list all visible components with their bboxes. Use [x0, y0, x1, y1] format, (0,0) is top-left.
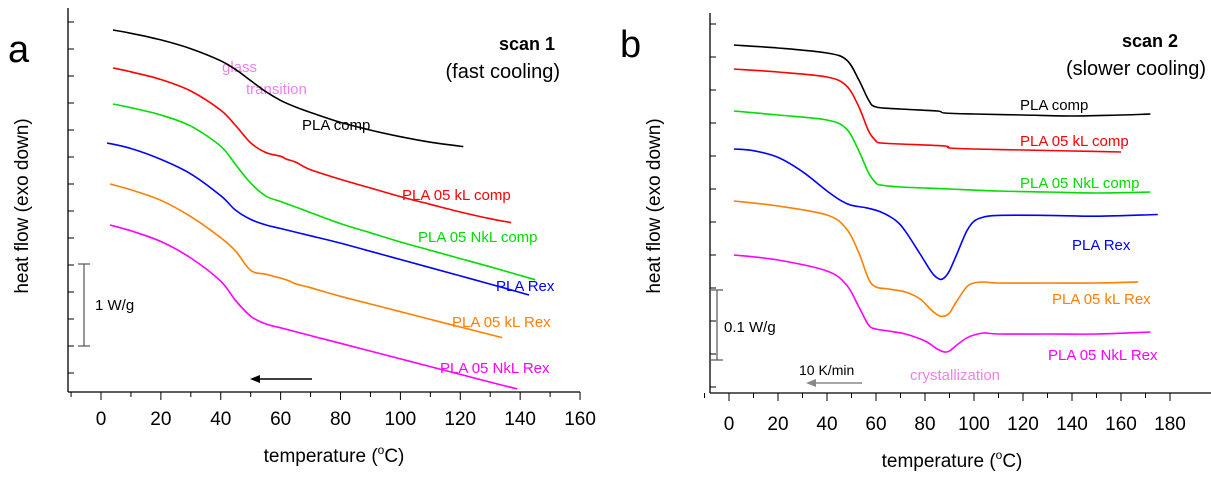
panel-b-rate-label: 10 K/min [799, 362, 854, 378]
panel-b-series-label-pla-05-nkl-rex: PLA 05 NkL Rex [1048, 347, 1158, 364]
panel-b-x-tick-label: 100 [958, 414, 990, 435]
panel-a-x-tick-label: 20 [150, 409, 171, 430]
panel-b-x-tick-label: 40 [816, 414, 837, 435]
panel-letter-b: b [620, 24, 641, 66]
panel-a-x-tick-label: 0 [96, 409, 107, 430]
panel-b-y-axis-label: heat flow (exo down) [644, 118, 665, 293]
glass-annotation: glass [222, 59, 257, 76]
panel-a-x-axis-label: temperature (oC) [264, 443, 405, 467]
panel-a-subtitle: (fast cooling) [446, 61, 561, 83]
panel-a-series-label-pla-rex: PLA Rex [496, 278, 555, 295]
panel-b-scale-bar-label: 0.1 W/g [724, 319, 776, 336]
panel-a-x-tick-label: 140 [504, 409, 536, 430]
panel-a-series-label-pla-05-nkl-comp: PLA 05 NkL comp [418, 229, 538, 246]
panel-b-x-axis-label: temperature (oC) [882, 448, 1023, 472]
panel-a-series-label-pla-05-kl-rex: PLA 05 kL Rex [452, 314, 551, 331]
panel-b-x-tick-label: 120 [1007, 414, 1039, 435]
panel-b-series-label-pla-05-nkl-comp: PLA 05 NkL comp [1020, 175, 1140, 192]
panel-a-scale-bar-label: 1 W/g [95, 297, 134, 314]
panel-b-x-tick-label: 20 [767, 414, 788, 435]
panel-a-series-label-pla-05-kl-comp: PLA 05 kL comp [402, 187, 511, 204]
panel-b-x-tick-label: 80 [914, 414, 935, 435]
panel-b-title: scan 2 [1122, 31, 1178, 51]
panel-b-x-tick-label: 60 [865, 414, 886, 435]
panel-a-x-tick-label: 60 [270, 409, 291, 430]
panel-a-x-tick-label: 40 [210, 409, 231, 430]
panel-a-title: scan 1 [499, 34, 555, 54]
panel-b-x-tick-label: 0 [724, 414, 735, 435]
panel-b-x-tick-label: 180 [1154, 414, 1186, 435]
panel-b-x-tick-label: 140 [1056, 414, 1088, 435]
panel-a-arrow-head-icon [250, 375, 260, 383]
panel-letter-a: a [8, 29, 30, 71]
panel-b: b scan 2 (slower cooling) crystallizatio… [620, 13, 1211, 472]
panel-b-subtitle: (slower cooling) [1066, 58, 1206, 80]
panel-a-x-tick-label: 80 [330, 409, 351, 430]
panel-a-series-line-pla-rex [107, 143, 529, 295]
panel-a: a scan 1 (fast cooling) glass transition… [8, 8, 596, 467]
panel-b-arrow-head-icon [806, 379, 816, 387]
panel-a-x-tick-label: 100 [385, 409, 417, 430]
panel-b-series-label-pla-comp: PLA comp [1020, 97, 1088, 114]
panel-b-series-label-pla-rex: PLA Rex [1072, 237, 1131, 254]
panel-b-x-tick-label: 160 [1105, 414, 1137, 435]
panel-a-x-tick-label: 160 [564, 409, 596, 430]
panel-a-y-axis-label: heat flow (exo down) [12, 118, 33, 293]
crystallization-annotation: crystallization [910, 367, 1000, 384]
panel-b-series-label-pla-05-kl-comp: PLA 05 kL comp [1020, 133, 1129, 150]
panel-b-series-line-pla-rex [734, 149, 1158, 279]
panel-a-x-tick-label: 120 [444, 409, 476, 430]
panel-b-series-label-pla-05-kl-rex: PLA 05 kL Rex [1052, 291, 1151, 308]
panel-a-series-label-pla-comp: PLA comp [302, 117, 370, 134]
panel-a-series-label-pla-05-nkl-rex: PLA 05 NkL Rex [440, 360, 550, 377]
